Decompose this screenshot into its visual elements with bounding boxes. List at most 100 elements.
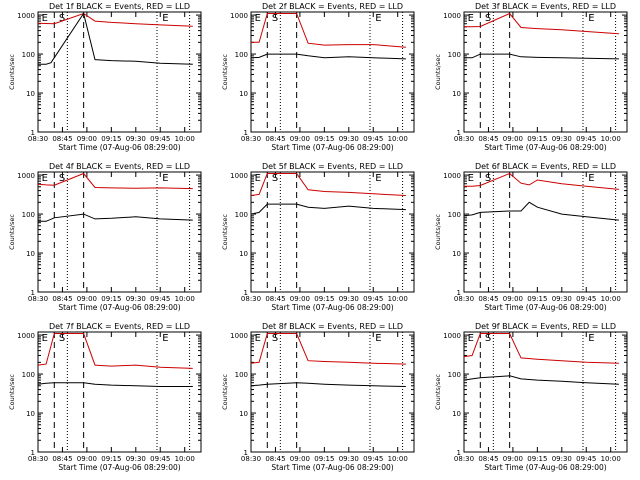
- y-axis-label: Counts/sec: [221, 374, 229, 410]
- y-tick-label: 1: [457, 129, 461, 137]
- event-annotation: E: [162, 333, 168, 344]
- x-axis-label: Start Time (07-Aug-06 08:29:00): [271, 143, 393, 152]
- panel-title: Det 8f BLACK = Events, RED = LLD: [262, 322, 403, 331]
- panel-title: Det 3f BLACK = Events, RED = LLD: [475, 2, 616, 11]
- x-tick-label: 08:45: [478, 295, 498, 303]
- series-line-lld: [37, 333, 193, 369]
- plot-frame: [463, 11, 628, 133]
- event-annotation: S: [485, 13, 491, 24]
- x-tick-label: 09:45: [363, 135, 383, 143]
- x-tick-label: 10:00: [601, 135, 621, 143]
- event-annotation: E: [375, 173, 381, 184]
- y-tick-label: 1000: [17, 12, 35, 20]
- event-annotation: S: [59, 13, 65, 24]
- x-tick-label: 09:00: [77, 455, 97, 463]
- series-line-events: [250, 203, 406, 215]
- x-tick-label: 08:30: [28, 295, 48, 303]
- series-line-events: [38, 12, 193, 65]
- x-tick-label: 09:30: [552, 455, 572, 463]
- plot-frame: [250, 171, 415, 293]
- x-tick-label: 08:45: [52, 455, 72, 463]
- x-tick-label: 10:00: [175, 135, 195, 143]
- y-tick-label: 100: [235, 51, 248, 59]
- panel-title: Det 4f BLACK = Events, RED = LLD: [49, 162, 190, 171]
- x-tick-label: 09:30: [339, 295, 359, 303]
- y-tick-label: 1000: [230, 12, 248, 20]
- x-tick-label: 08:30: [454, 295, 474, 303]
- event-annotation: E: [255, 333, 261, 344]
- event-annotation: E: [468, 333, 474, 344]
- x-tick-label: 09:00: [77, 135, 97, 143]
- x-axis-label: Start Time (07-Aug-06 08:29:00): [484, 463, 606, 472]
- y-axis-label: Counts/sec: [8, 214, 16, 250]
- x-tick-label: 08:30: [241, 135, 261, 143]
- x-tick-label: 10:00: [601, 295, 621, 303]
- x-tick-label: 08:30: [241, 295, 261, 303]
- y-tick-label: 100: [22, 51, 35, 59]
- x-axis-label: Start Time (07-Aug-06 08:29:00): [484, 143, 606, 152]
- series-line-events: [463, 201, 619, 221]
- detector-panel: Det 1f BLACK = Events, RED = LLD 1 10 100 10…: [8, 2, 202, 152]
- panel-title: Det 2f BLACK = Events, RED = LLD: [262, 2, 403, 11]
- x-tick-label: 09:30: [126, 135, 146, 143]
- event-annotation: S: [59, 173, 65, 184]
- panel-title: Det 6f BLACK = Events, RED = LLD: [475, 162, 616, 171]
- y-tick-label: 10: [239, 250, 248, 258]
- event-annotation: E: [42, 333, 48, 344]
- x-tick-label: 08:45: [265, 295, 285, 303]
- y-tick-label: 1000: [230, 332, 248, 340]
- y-tick-label: 1000: [443, 12, 461, 20]
- event-annotation: E: [255, 173, 261, 184]
- x-tick-label: 08:45: [265, 135, 285, 143]
- y-tick-label: 100: [22, 211, 35, 219]
- series-line-lld: [464, 12, 619, 35]
- event-annotation: S: [485, 333, 491, 344]
- x-tick-label: 09:45: [576, 295, 596, 303]
- y-axis-label: Counts/sec: [221, 214, 229, 250]
- x-tick-label: 10:00: [388, 295, 408, 303]
- x-tick-label: 08:30: [28, 135, 48, 143]
- event-annotation: E: [255, 13, 261, 24]
- x-tick-label: 08:45: [52, 295, 72, 303]
- x-tick-label: 09:00: [290, 455, 310, 463]
- x-axis-label: Start Time (07-Aug-06 08:29:00): [484, 303, 606, 312]
- x-tick-label: 09:30: [339, 135, 359, 143]
- x-tick-label: 09:00: [77, 295, 97, 303]
- y-tick-label: 1: [457, 289, 461, 297]
- y-tick-label: 100: [448, 211, 461, 219]
- y-tick-label: 1000: [17, 172, 35, 180]
- y-tick-label: 100: [235, 211, 248, 219]
- y-tick-label: 1000: [17, 332, 35, 340]
- detector-panel: Det 5f BLACK = Events, RED = LLD 1 10 100 10…: [221, 162, 415, 312]
- x-tick-label: 09:30: [126, 295, 146, 303]
- x-tick-label: 09:00: [503, 455, 523, 463]
- event-annotation: E: [162, 13, 168, 24]
- x-axis-label: Start Time (07-Aug-06 08:29:00): [271, 303, 393, 312]
- y-tick-label: 1: [31, 449, 35, 457]
- x-tick-label: 08:30: [454, 455, 474, 463]
- series-line-events: [464, 53, 619, 60]
- series-line-lld: [464, 172, 619, 190]
- y-tick-label: 1000: [230, 172, 248, 180]
- plot-frame: [37, 331, 202, 453]
- event-annotation: E: [375, 13, 381, 24]
- x-tick-label: 09:30: [126, 455, 146, 463]
- x-tick-label: 09:45: [576, 135, 596, 143]
- event-annotation: E: [588, 333, 594, 344]
- y-tick-label: 10: [239, 90, 248, 98]
- series-line-events: [250, 382, 406, 387]
- x-tick-label: 09:00: [503, 295, 523, 303]
- series-line-lld: [463, 333, 619, 364]
- event-annotation: E: [375, 333, 381, 344]
- panel-title: Det 1f BLACK = Events, RED = LLD: [49, 2, 190, 11]
- x-tick-label: 09:15: [101, 135, 121, 143]
- y-axis-label: Counts/sec: [8, 374, 16, 410]
- y-tick-label: 10: [452, 90, 461, 98]
- x-tick-label: 08:30: [454, 135, 474, 143]
- y-axis-label: Counts/sec: [8, 54, 16, 90]
- event-annotation: S: [272, 333, 278, 344]
- series-line-events: [37, 382, 193, 387]
- y-tick-label: 10: [452, 250, 461, 258]
- y-tick-label: 1: [31, 129, 35, 137]
- y-tick-label: 10: [26, 250, 35, 258]
